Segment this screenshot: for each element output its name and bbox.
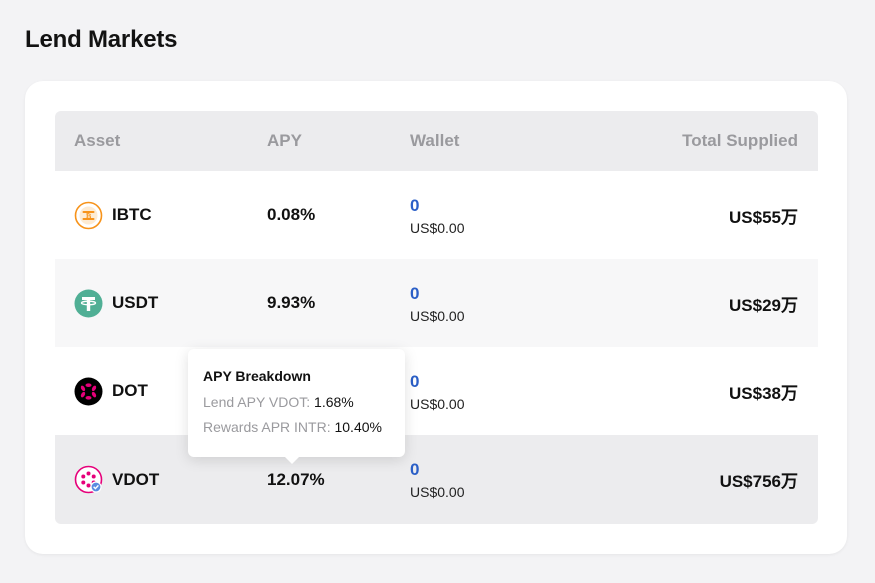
- polkadot-icon: [74, 377, 103, 406]
- wallet-usd-value: US$0.00: [410, 307, 465, 324]
- markets-table: Asset APY Wallet Total Supplied ₿ IBTC: [55, 111, 818, 524]
- column-header-wallet[interactable]: Wallet: [410, 131, 460, 150]
- table-row[interactable]: USDT 9.93% 0 US$0.00 US$29万: [55, 259, 818, 347]
- vdot-icon: [74, 465, 103, 494]
- wallet-amount: 0: [410, 283, 420, 303]
- asset-name: DOT: [112, 381, 148, 400]
- tooltip-title: APY Breakdown: [203, 368, 311, 384]
- lend-apy-label: Lend APY VDOT:: [203, 394, 311, 410]
- wallet-amount: 0: [410, 195, 420, 215]
- svg-text:₿: ₿: [86, 212, 92, 220]
- column-header-asset[interactable]: Asset: [74, 131, 121, 150]
- wallet-cell: 0 US$0.00: [390, 459, 590, 500]
- table-header: Asset APY Wallet Total Supplied: [55, 111, 818, 171]
- total-supplied-value: US$756万: [719, 472, 798, 491]
- total-supplied-value: US$38万: [729, 383, 798, 403]
- lend-apy-value: 1.68%: [314, 394, 354, 410]
- rewards-apr-line: Rewards APR INTR: 10.40%: [203, 419, 390, 435]
- asset-cell: USDT: [55, 289, 248, 318]
- wallet-amount: 0: [410, 460, 420, 479]
- apy-value[interactable]: 0.08%: [267, 205, 316, 224]
- wallet-amount: 0: [410, 371, 420, 391]
- asset-name: USDT: [112, 293, 159, 312]
- ibtc-icon: ₿: [74, 201, 103, 230]
- wallet-usd-value: US$0.00: [410, 395, 465, 412]
- rewards-apr-value: 10.40%: [334, 419, 382, 435]
- column-header-total-supplied[interactable]: Total Supplied: [682, 131, 798, 150]
- lend-apy-line: Lend APY VDOT: 1.68%: [203, 394, 390, 410]
- table-row[interactable]: VDOT 12.07% 0 US$0.00 US$756万: [55, 435, 818, 524]
- asset-cell: VDOT: [55, 465, 248, 494]
- wallet-cell: 0 US$0.00: [390, 371, 590, 412]
- asset-name: VDOT: [112, 469, 160, 489]
- wallet-cell: 0 US$0.00: [390, 283, 590, 324]
- total-supplied-value: US$55万: [729, 207, 798, 227]
- rewards-apr-label: Rewards APR INTR:: [203, 419, 331, 435]
- tether-icon: [74, 289, 103, 318]
- wallet-cell: 0 US$0.00: [390, 195, 590, 236]
- asset-cell: ₿ IBTC: [55, 201, 248, 230]
- table-row[interactable]: DOT 0 US$0.00 US$38万: [55, 347, 818, 435]
- total-supplied-value: US$29万: [729, 295, 798, 315]
- column-header-apy[interactable]: APY: [267, 131, 302, 150]
- asset-cell: DOT: [55, 377, 248, 406]
- wallet-usd-value: US$0.00: [410, 484, 465, 500]
- apy-value[interactable]: 9.93%: [267, 293, 316, 312]
- asset-name: IBTC: [112, 205, 152, 224]
- apy-breakdown-tooltip: APY Breakdown Lend APY VDOT: 1.68% Rewar…: [188, 349, 405, 464]
- table-row[interactable]: ₿ IBTC 0.08% 0 US$0.00 US$55万: [55, 171, 818, 259]
- wallet-usd-value: US$0.00: [410, 219, 465, 236]
- apy-value[interactable]: 12.07%: [267, 469, 325, 489]
- page-title: Lend Markets: [25, 26, 178, 53]
- lend-markets-card: Asset APY Wallet Total Supplied ₿ IBTC: [25, 81, 847, 554]
